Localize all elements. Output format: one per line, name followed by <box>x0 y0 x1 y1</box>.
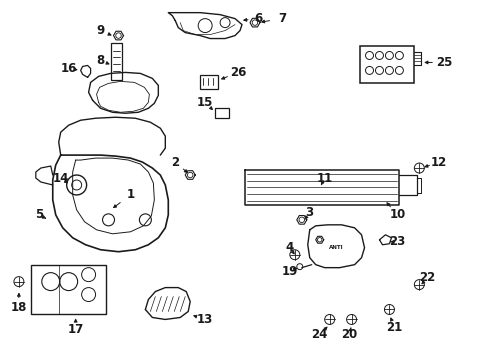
Text: 14: 14 <box>52 171 69 185</box>
Text: 6: 6 <box>254 12 262 25</box>
Text: 20: 20 <box>342 328 358 341</box>
Text: ANTI: ANTI <box>329 245 344 250</box>
Text: 21: 21 <box>386 321 403 334</box>
Text: 16: 16 <box>60 62 77 75</box>
Text: 13: 13 <box>197 313 213 326</box>
Bar <box>360 45 415 84</box>
Text: 19: 19 <box>282 265 298 278</box>
Text: 1: 1 <box>126 188 135 202</box>
Bar <box>31 265 105 315</box>
Text: 4: 4 <box>286 241 294 254</box>
Text: 17: 17 <box>68 323 84 336</box>
Text: 24: 24 <box>312 328 328 341</box>
Text: 15: 15 <box>197 96 213 109</box>
Text: 2: 2 <box>171 156 179 168</box>
Text: 5: 5 <box>35 208 43 221</box>
Bar <box>215 108 229 118</box>
Text: 8: 8 <box>97 54 105 67</box>
Text: 11: 11 <box>317 171 333 185</box>
Text: 7: 7 <box>278 12 286 25</box>
Bar <box>200 75 218 89</box>
Text: 23: 23 <box>389 235 406 248</box>
Text: 10: 10 <box>389 208 406 221</box>
Bar <box>111 42 122 80</box>
Text: 18: 18 <box>11 301 27 314</box>
Text: 3: 3 <box>306 206 314 219</box>
Text: 12: 12 <box>431 156 447 168</box>
Text: 26: 26 <box>230 66 246 79</box>
Text: 22: 22 <box>419 271 436 284</box>
Text: 9: 9 <box>97 24 105 37</box>
Text: 25: 25 <box>436 56 452 69</box>
